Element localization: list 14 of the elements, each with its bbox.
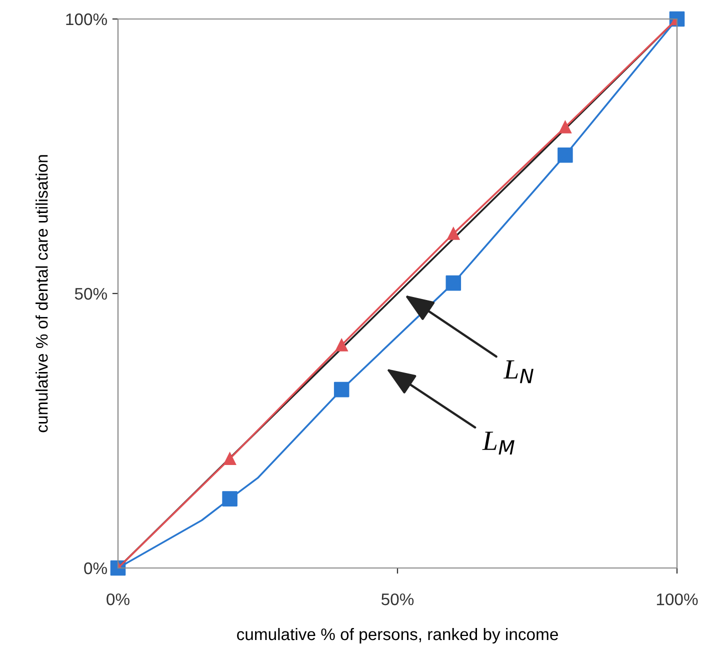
point bbox=[558, 120, 572, 134]
x-tick-label: 100% bbox=[656, 593, 698, 606]
point bbox=[335, 338, 348, 352]
point bbox=[224, 452, 236, 465]
x-tick-label: 0% bbox=[106, 593, 130, 606]
y-tick-label: 50% bbox=[74, 288, 107, 300]
y-tick-label: 100% bbox=[66, 13, 107, 26]
annotation: L$_{M}$ bbox=[482, 432, 514, 454]
x-tick-label: 50% bbox=[381, 593, 414, 606]
annotation: L$_{N}$ bbox=[503, 360, 534, 384]
point bbox=[447, 227, 460, 240]
x-axis-title: cumulative % of persons, ranked by income bbox=[237, 628, 558, 644]
y-tick-label: 0% bbox=[84, 562, 107, 574]
y-axis-title: cumulative % of dental care utilisation bbox=[36, 155, 48, 432]
